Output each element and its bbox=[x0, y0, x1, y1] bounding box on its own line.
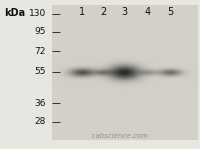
Text: 28: 28 bbox=[35, 118, 46, 127]
Text: 55: 55 bbox=[35, 67, 46, 76]
Text: 36: 36 bbox=[35, 98, 46, 107]
Text: 3: 3 bbox=[121, 7, 127, 17]
Text: 4: 4 bbox=[145, 7, 151, 17]
Text: 72: 72 bbox=[35, 46, 46, 55]
Text: 5: 5 bbox=[167, 7, 173, 17]
Text: 2: 2 bbox=[100, 7, 106, 17]
Text: 130: 130 bbox=[29, 10, 46, 18]
Text: r.abscience.com: r.abscience.com bbox=[92, 133, 148, 139]
Text: 95: 95 bbox=[35, 28, 46, 37]
Text: kDa: kDa bbox=[4, 8, 25, 18]
Text: 1: 1 bbox=[79, 7, 85, 17]
